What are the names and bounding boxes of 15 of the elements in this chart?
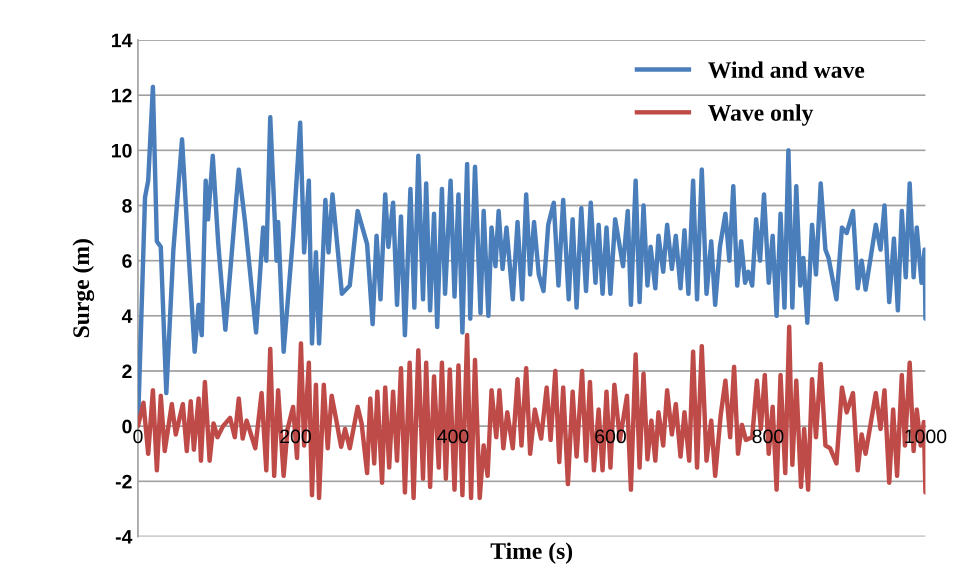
x-tick-label: 0 <box>133 429 143 444</box>
legend-label: Wave only <box>708 104 814 126</box>
x-axis-title: Time (s) <box>490 542 572 564</box>
y-tick-label: 6 <box>122 254 132 268</box>
y-axis-title: Surge (m) <box>72 239 94 338</box>
y-tick-label: -4 <box>116 530 132 544</box>
y-tick-label: 2 <box>122 364 132 378</box>
y-tick-label: 12 <box>112 88 132 102</box>
y-tick-label: -2 <box>116 474 132 488</box>
y-tick-label: 4 <box>122 310 132 323</box>
y-tick-label: 0 <box>122 420 132 434</box>
y-tick-label: 10 <box>112 144 132 158</box>
y-tick-label: 14 <box>112 34 132 48</box>
legend-label: Wind and wave <box>708 61 864 78</box>
y-tick-label: 8 <box>122 198 132 213</box>
